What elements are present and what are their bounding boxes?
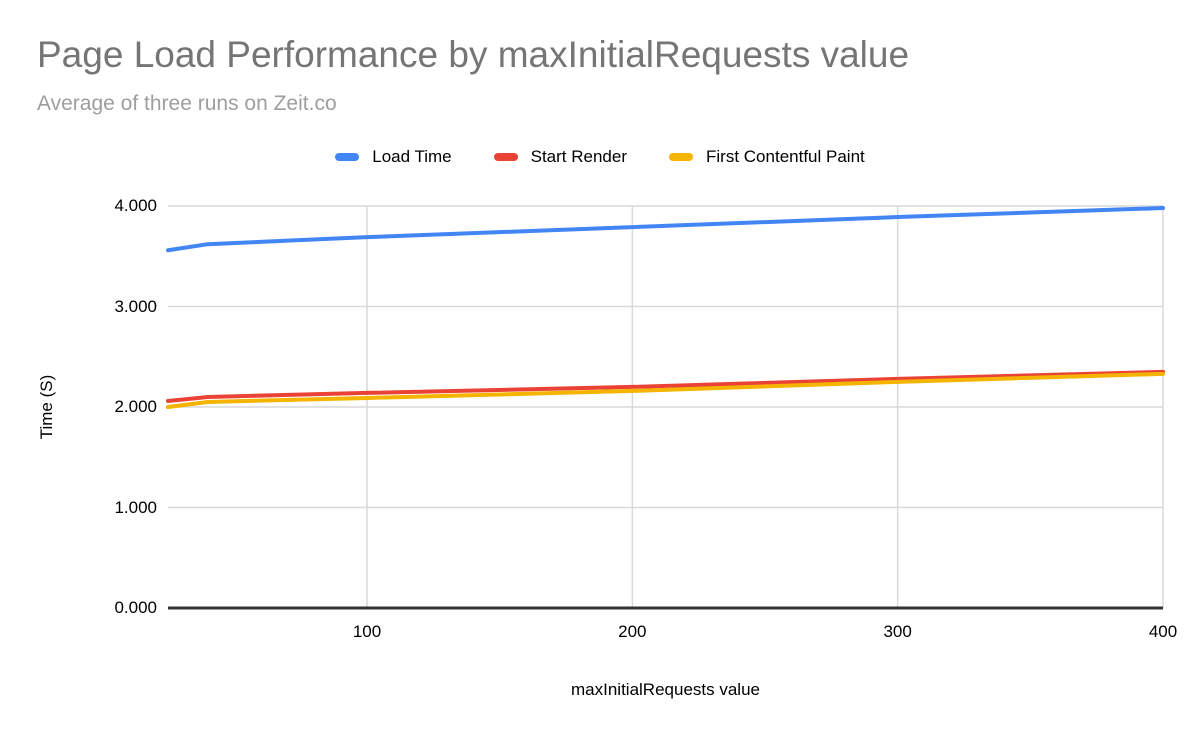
legend: Load Time Start Render First Contentful Pa… xyxy=(0,143,1200,170)
series-line-start-render xyxy=(166,369,1165,403)
legend-swatch-icon xyxy=(335,152,360,161)
x-tick-label: 200 xyxy=(618,622,647,641)
legend-item-label: Load Time xyxy=(372,146,452,166)
y-tick-label: 2.000 xyxy=(114,397,157,416)
x-axis-title: maxInitialRequests value xyxy=(571,680,760,699)
y-tick-label: 1.000 xyxy=(114,497,157,517)
legend-item-start-render[interactable]: Start Render xyxy=(493,146,628,167)
series-line-load-time xyxy=(166,206,1165,253)
legend-item-label: First Contentful Paint xyxy=(706,146,865,166)
chart-title: Page Load Performance by maxInitialReque… xyxy=(37,34,910,75)
legend-swatch-icon xyxy=(669,152,694,161)
series-line-first-contentful-paint xyxy=(166,371,1165,409)
legend-item-first-contentful-paint[interactable]: First Contentful Paint xyxy=(669,147,865,167)
chart-subtitle: Average of three runs on Zeit.co xyxy=(37,92,337,115)
y-tick-label: 4.000 xyxy=(114,196,157,215)
x-tick-label: 400 xyxy=(1148,622,1178,641)
x-tick-label: 100 xyxy=(352,622,382,641)
y-tick-label: 3.000 xyxy=(114,296,157,316)
y-tick-label: 0.000 xyxy=(114,598,157,617)
legend-item-label: Start Render xyxy=(530,146,628,166)
x-tick-label: 300 xyxy=(883,622,912,641)
y-axis-title: Time (S) xyxy=(37,374,56,440)
legend-item-load-time[interactable]: Load Time xyxy=(335,146,452,167)
legend-swatch-icon xyxy=(493,152,518,161)
